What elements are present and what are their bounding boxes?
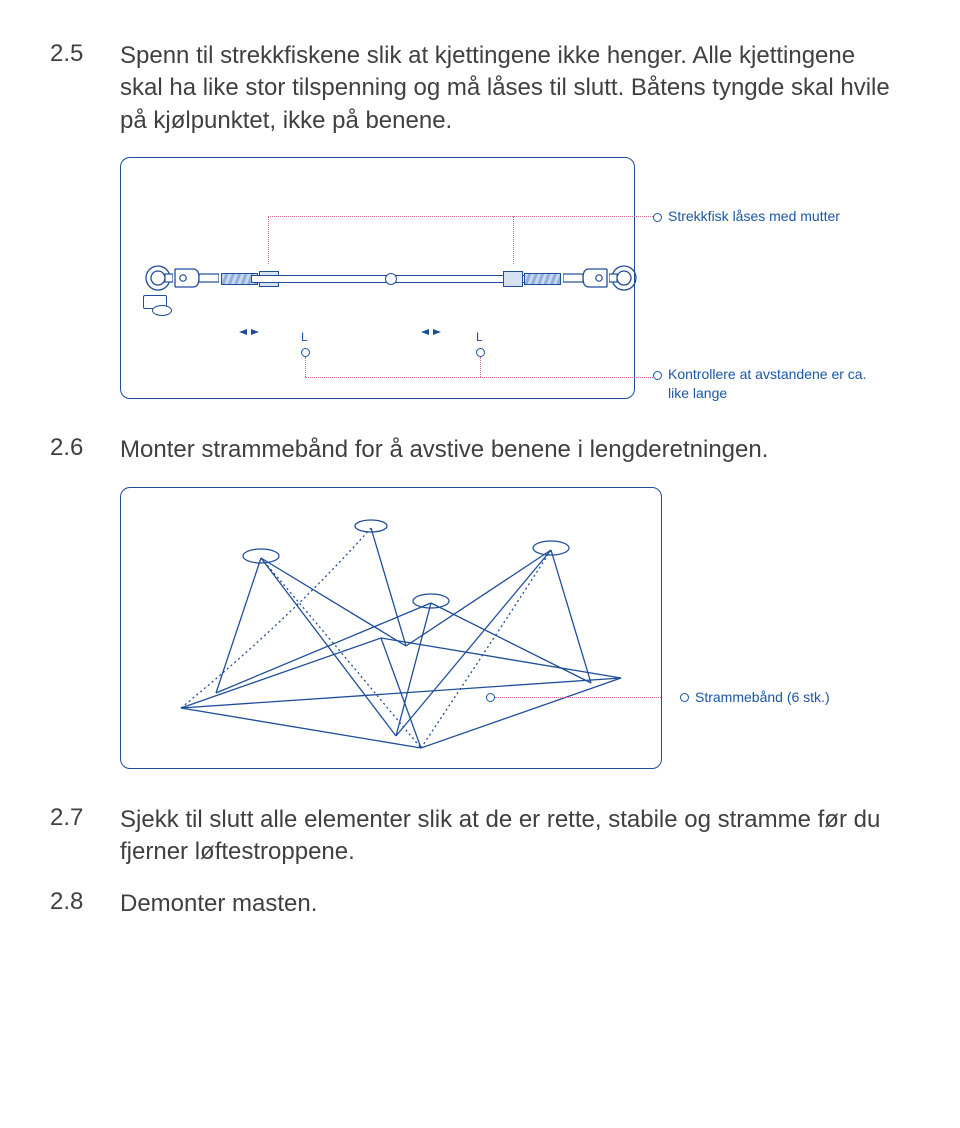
turnbuckle-illustration xyxy=(151,263,631,293)
nut-right-icon xyxy=(503,271,523,287)
marker-circle-icon xyxy=(301,348,310,357)
length-label-right: L xyxy=(476,330,483,344)
section-number: 2.7 xyxy=(50,804,120,869)
caption-top: Strekkfisk låses med mutter xyxy=(653,207,840,226)
arrow-pair-icon xyxy=(421,326,443,336)
caption-bottom-line2: like lange xyxy=(668,385,727,401)
section-text: Sjekk til slutt alle elementer slik at d… xyxy=(120,804,900,869)
leader-line xyxy=(513,216,514,264)
fork-right-icon xyxy=(563,265,609,291)
caption-marker-icon xyxy=(680,693,689,702)
clevis-right-icon xyxy=(609,263,639,293)
leader-line xyxy=(268,216,661,217)
leader-line xyxy=(495,697,661,698)
figure-2-box xyxy=(120,487,662,769)
figure-2-captions: Strammebånd (6 stk.) xyxy=(680,487,880,767)
section-text: Monter strammebånd for å avstive benene … xyxy=(120,434,768,466)
caption-marker-icon xyxy=(653,371,662,380)
section-number: 2.6 xyxy=(50,434,120,466)
clevis-left-icon xyxy=(143,263,173,293)
caption-top-text: Strekkfisk låses med mutter xyxy=(668,208,840,224)
marker-circle-icon xyxy=(476,348,485,357)
caption-marker-icon xyxy=(653,213,662,222)
section-2-8: 2.8 Demonter masten. xyxy=(50,888,900,920)
leader-line xyxy=(480,357,481,377)
section-2-5: 2.5 Spenn til strekkfiskene slik at kjet… xyxy=(50,40,900,137)
section-text: Spenn til strekkfiskene slik at kjetting… xyxy=(120,40,900,137)
figure-1-box: L L xyxy=(120,157,635,399)
leader-line xyxy=(268,216,269,264)
arrow-pair-icon xyxy=(239,326,261,336)
caption-bottom: Kontrollere at avstandene er ca. like la… xyxy=(653,365,866,403)
leader-line xyxy=(305,377,661,378)
caption-strap: Strammebånd (6 stk.) xyxy=(680,688,830,707)
figure-2: Strammebånd (6 stk.) xyxy=(120,487,900,769)
length-label-left: L xyxy=(301,330,308,344)
section-2-6: 2.6 Monter strammebånd for å avstive ben… xyxy=(50,434,900,466)
figure-1-captions: Strekkfisk låses med mutter Kontrollere … xyxy=(653,157,900,397)
caption-strap-text: Strammebånd (6 stk.) xyxy=(695,689,830,705)
cradle-illustration xyxy=(121,488,661,768)
base-ellipse-icon xyxy=(152,305,172,316)
turnbuckle-center-icon xyxy=(385,273,397,285)
fork-left-icon xyxy=(173,265,219,291)
section-2-7: 2.7 Sjekk til slutt alle elementer slik … xyxy=(50,804,900,869)
thread-right-icon xyxy=(524,273,561,285)
leader-line xyxy=(305,357,306,377)
caption-bottom-line1: Kontrollere at avstandene er ca. xyxy=(668,366,866,382)
section-number: 2.8 xyxy=(50,888,120,920)
marker-circle-icon xyxy=(486,693,495,702)
figure-1: L L Strekkfisk låses med mutter Kontroll… xyxy=(120,157,900,399)
section-text: Demonter masten. xyxy=(120,888,317,920)
section-number: 2.5 xyxy=(50,40,120,137)
